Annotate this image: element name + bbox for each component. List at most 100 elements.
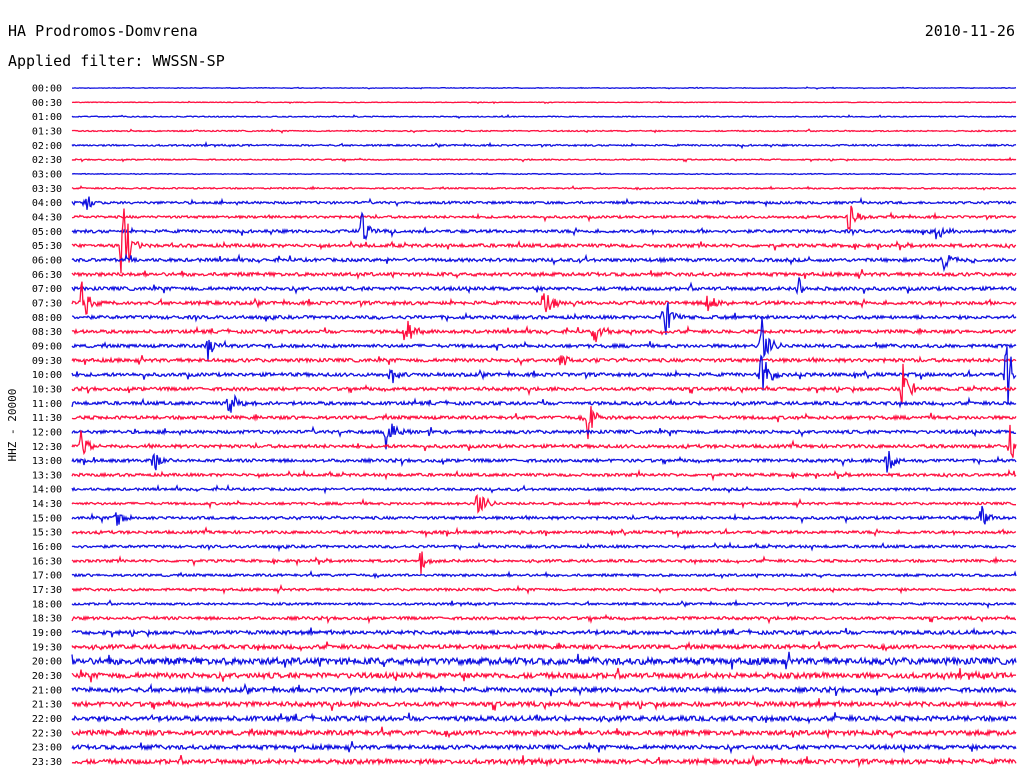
trace-1630 — [71, 551, 1017, 574]
trace-0530 — [71, 208, 1017, 274]
time-tick-label: 12:00 — [32, 427, 62, 438]
trace-1900 — [71, 626, 1017, 639]
time-tick-label: 14:00 — [32, 485, 62, 496]
trace-1200 — [71, 423, 1017, 450]
time-tick-label: 18:00 — [32, 599, 62, 610]
trace-1400 — [71, 483, 1017, 495]
time-tick-label: 01:30 — [32, 126, 62, 137]
trace-1430 — [71, 494, 1016, 514]
trace-0300 — [71, 172, 1017, 176]
time-tick-label: 00:00 — [32, 84, 62, 95]
trace-1730 — [71, 583, 1017, 595]
trace-0030 — [71, 100, 1017, 105]
trace-0730 — [71, 281, 1017, 315]
time-tick-label: 01:00 — [32, 112, 62, 123]
time-tick-label: 15:30 — [32, 528, 62, 539]
time-tick-label: 23:00 — [32, 743, 62, 754]
trace-2100 — [71, 682, 1017, 697]
trace-2130 — [71, 698, 1017, 711]
station-title: HA Prodromos-Domvrena — [8, 22, 198, 40]
date-label: 2010-11-26 — [924, 22, 1015, 40]
time-tick-label: 22:30 — [32, 728, 62, 739]
time-tick-label: 02:30 — [32, 155, 62, 166]
time-tick-label: 13:00 — [32, 456, 62, 467]
time-tick-label: 02:00 — [32, 141, 62, 152]
tick-label-group: 00:00 00:30 01:00 01:30 02:00 02:30 03:00 03:30… — [32, 84, 62, 769]
time-tick-label: 21:30 — [32, 700, 62, 711]
time-tick-label: 06:30 — [32, 270, 62, 281]
time-tick-label: 22:00 — [32, 714, 62, 725]
time-tick-label: 19:00 — [32, 628, 62, 639]
trace-1100 — [71, 393, 1017, 413]
filter-label: Applied filter: WWSSN-SP — [8, 52, 225, 70]
trace-2330 — [71, 754, 1017, 769]
trace-1230 — [71, 424, 1017, 458]
trace-0400 — [71, 196, 1017, 210]
time-tick-label: 23:30 — [32, 757, 62, 768]
time-tick-label: 17:30 — [32, 585, 62, 596]
time-tick-label: 15:00 — [32, 513, 62, 524]
trace-0600 — [71, 253, 1017, 273]
trace-0000 — [72, 86, 1017, 90]
trace-0500 — [71, 211, 1017, 241]
trace-2030 — [71, 667, 1017, 683]
trace-0830 — [71, 320, 1017, 343]
time-tick-label: 05:00 — [32, 227, 62, 238]
trace-0430 — [71, 205, 1017, 232]
time-tick-label: 18:30 — [32, 614, 62, 625]
trace-1800 — [71, 598, 1017, 610]
time-tick-label: 14:30 — [32, 499, 62, 510]
time-tick-label: 13:30 — [32, 470, 62, 481]
trace-group — [71, 86, 1017, 769]
time-tick-label: 06:00 — [32, 255, 62, 266]
time-tick-label: 09:00 — [32, 341, 62, 352]
trace-1600 — [71, 541, 1016, 553]
trace-2300 — [71, 741, 1017, 755]
trace-1000 — [71, 346, 1017, 405]
trace-1330 — [71, 468, 1017, 482]
trace-0200 — [71, 141, 1017, 150]
trace-0800 — [72, 302, 1017, 335]
time-tick-label: 17:00 — [32, 571, 62, 582]
trace-1030 — [71, 363, 1017, 405]
trace-0930 — [71, 354, 1017, 367]
time-tick-label: 05:30 — [32, 241, 62, 252]
time-tick-label: 03:00 — [32, 169, 62, 180]
trace-0130 — [71, 128, 1017, 134]
time-tick-label: 03:30 — [32, 184, 62, 195]
trace-0900 — [71, 317, 1017, 362]
time-tick-label: 11:30 — [32, 413, 62, 424]
trace-1830 — [71, 613, 1016, 625]
time-tick-label: 08:00 — [32, 313, 62, 324]
trace-1930 — [71, 640, 1017, 652]
time-tick-label: 19:30 — [32, 642, 62, 653]
time-tick-label: 10:00 — [32, 370, 62, 381]
trace-1300 — [71, 451, 1017, 473]
time-tick-label: 08:30 — [32, 327, 62, 338]
time-tick-label: 21:00 — [32, 685, 62, 696]
trace-2200 — [71, 712, 1017, 725]
time-tick-label: 16:30 — [32, 556, 62, 567]
trace-0330 — [71, 185, 1017, 191]
time-tick-label: 12:30 — [32, 442, 62, 453]
trace-1530 — [71, 526, 1017, 539]
time-tick-label: 11:00 — [32, 399, 62, 410]
trace-1500 — [71, 505, 1017, 526]
trace-2000 — [71, 651, 1017, 670]
time-tick-label: 10:30 — [32, 384, 62, 395]
time-tick-label: 07:00 — [32, 284, 62, 295]
trace-0630 — [71, 269, 1017, 280]
trace-0100 — [71, 113, 1017, 120]
time-tick-label: 16:00 — [32, 542, 62, 553]
trace-1130 — [71, 406, 1017, 440]
trace-0700 — [71, 277, 1017, 296]
trace-2230 — [71, 726, 1017, 740]
time-tick-label: 07:30 — [32, 298, 62, 309]
time-tick-label: 04:30 — [32, 212, 62, 223]
time-tick-label: 20:00 — [32, 657, 62, 668]
time-tick-label: 20:30 — [32, 671, 62, 682]
trace-0230 — [71, 156, 1017, 163]
trace-1700 — [71, 569, 1017, 580]
time-tick-label: 09:30 — [32, 356, 62, 367]
